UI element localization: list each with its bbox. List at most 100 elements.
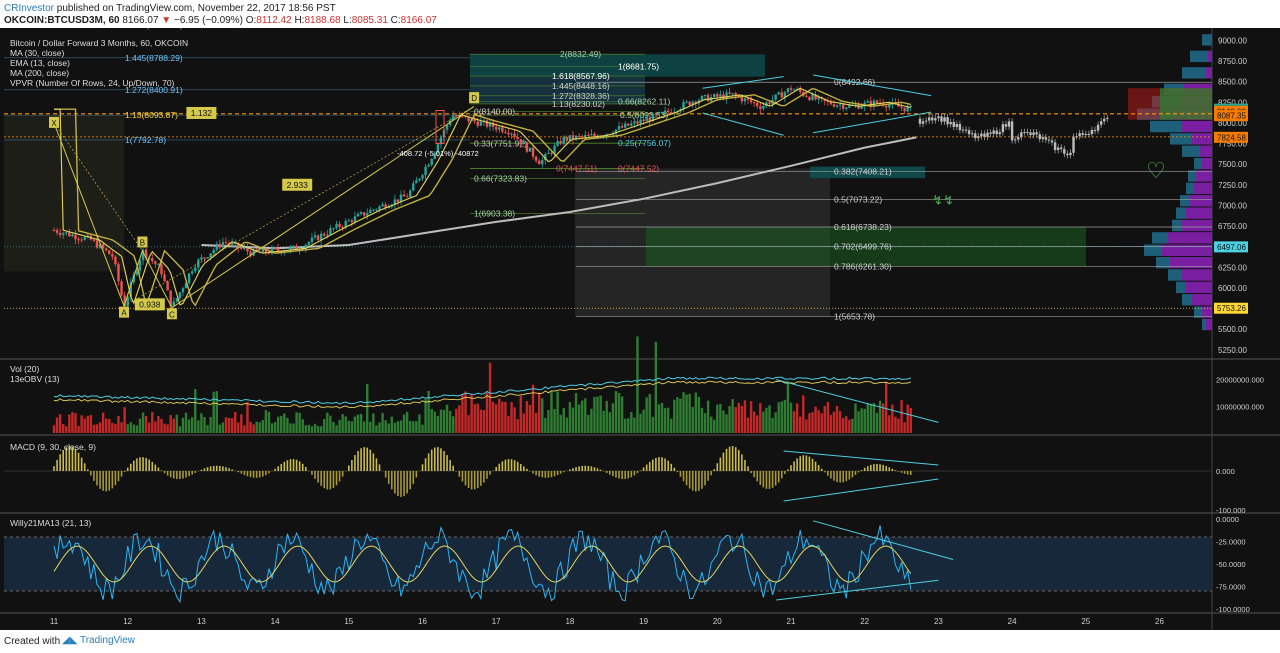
- author-link[interactable]: CRInvestor: [4, 3, 55, 14]
- chart-svg[interactable]: 0(8492.66)0.382(7408.21)0.5(7073.22)0.61…: [0, 28, 1280, 630]
- candle-body: [169, 290, 172, 307]
- volume-bar: [749, 401, 753, 433]
- chart-title: Bitcoin / Dollar Forward 3 Months, 60, O…: [10, 38, 189, 48]
- candle-body: [759, 106, 762, 109]
- volume-bar: [700, 407, 704, 433]
- candle-body: [562, 137, 565, 144]
- vpvr-bar-up: [1176, 207, 1186, 219]
- candle-body: [240, 247, 243, 249]
- legend-ma30[interactable]: MA (30, close): [10, 48, 65, 58]
- candle-body: [501, 127, 504, 132]
- candle-body: [295, 245, 298, 251]
- volume-bar: [448, 410, 452, 433]
- volume-axis-tick: 10000000.000: [1216, 402, 1264, 411]
- candle-body: [719, 94, 722, 97]
- volume-bar: [851, 418, 854, 433]
- candle-body: [814, 94, 817, 100]
- projection-body: [1075, 136, 1078, 138]
- volume-bar: [765, 407, 768, 433]
- willy-legend: Willy21MA13 (21, 13): [10, 518, 91, 528]
- candle-body: [900, 106, 903, 108]
- price-badge: [1214, 110, 1248, 122]
- open-label: O:: [245, 15, 257, 26]
- candle-body: [362, 212, 366, 216]
- candle-body: [439, 137, 443, 145]
- volume-bar: [703, 413, 707, 433]
- willy-ma-line: [53, 545, 912, 583]
- volume-bar: [261, 419, 265, 433]
- fib-level-label: 0.618(6738.23): [834, 222, 892, 232]
- fib-ext-label: 1(8681.75): [618, 62, 659, 72]
- willy-line: [53, 525, 912, 604]
- obv-title[interactable]: 13eOBV (13): [10, 374, 60, 384]
- volume-bar: [329, 415, 332, 433]
- vpvr-bar-down: [1192, 294, 1212, 306]
- legend-ema13[interactable]: EMA (13, close): [10, 58, 70, 68]
- volume-bar: [857, 411, 860, 433]
- volume-bar: [482, 410, 486, 433]
- candle-body: [866, 101, 869, 103]
- candle-body: [639, 119, 642, 124]
- projection-body: [1063, 149, 1066, 154]
- volume-bar: [197, 420, 200, 433]
- volume-bar: [620, 396, 624, 433]
- volume-title[interactable]: Vol (20): [10, 364, 40, 374]
- harmonic-ratio-label: 2.933: [287, 180, 309, 190]
- legend-vpvr[interactable]: VPVR (Number Of Rows, 24, Up/Down, 70): [10, 78, 175, 88]
- volume-bar: [528, 404, 532, 433]
- chart-canvas[interactable]: 0(8492.66)0.382(7408.21)0.5(7073.22)0.61…: [0, 28, 1280, 630]
- volume-bar: [642, 409, 645, 433]
- ohlc-line: OKCOIN:BTCUSD3M, 60 8166.07 ▼ −6.95 (−0.…: [4, 15, 437, 26]
- volume-bar: [415, 421, 418, 433]
- candle-body: [319, 233, 323, 241]
- candle-body: [424, 166, 427, 176]
- macd-axis-tick: -100.000: [1216, 506, 1246, 515]
- volume-bar: [470, 394, 473, 433]
- projection-body: [992, 130, 995, 134]
- fib-ext-label: 1.445(8448.16): [552, 81, 610, 91]
- volume-bar: [467, 415, 470, 433]
- time-axis-tick: 14: [271, 617, 280, 626]
- candle-body: [777, 92, 780, 95]
- candle-body: [172, 301, 175, 307]
- time-axis-tick: 23: [934, 617, 943, 626]
- willy-trend-line: [812, 520, 954, 560]
- volume-bar: [424, 399, 427, 433]
- volume-bar: [369, 421, 372, 433]
- candle-body: [341, 226, 344, 228]
- candle-body: [62, 233, 65, 235]
- candle-body: [65, 232, 68, 234]
- projection-body: [989, 132, 992, 134]
- candle-body: [584, 134, 587, 137]
- volume-bar: [897, 418, 900, 433]
- tradingview-logo[interactable]: ◢◣ TradingView: [62, 635, 135, 646]
- willy-title[interactable]: Willy21MA13 (21, 13): [10, 518, 92, 528]
- vpvr-bar-up: [1170, 133, 1192, 145]
- volume-bar: [323, 419, 326, 433]
- volume-bar: [842, 417, 845, 433]
- projection-body: [1099, 121, 1103, 125]
- legend-ma200[interactable]: MA (200, close): [10, 68, 70, 78]
- volume-bar: [639, 413, 642, 433]
- volume-bar: [829, 414, 833, 433]
- candle-body: [276, 248, 280, 252]
- volume-bar: [832, 411, 836, 433]
- volume-bar: [654, 341, 658, 433]
- volume-bar: [823, 405, 826, 433]
- candle-body: [728, 92, 731, 94]
- candle-body: [556, 141, 559, 146]
- candle-body: [513, 133, 516, 137]
- candle-body: [799, 88, 802, 93]
- tradingview-brand: TradingView: [79, 635, 136, 646]
- volume-bar: [464, 391, 467, 433]
- volume-bar: [249, 421, 252, 433]
- volume-bar: [734, 407, 737, 433]
- candle-body: [553, 145, 556, 154]
- vpvr-bar-down: [1186, 281, 1212, 294]
- volume-bar: [255, 421, 258, 433]
- candle-body: [848, 105, 851, 108]
- candle-body: [869, 101, 873, 107]
- candle-body: [617, 126, 621, 130]
- macd-title[interactable]: MACD (9, 30, close, 9): [10, 442, 96, 452]
- candle-body: [246, 247, 249, 252]
